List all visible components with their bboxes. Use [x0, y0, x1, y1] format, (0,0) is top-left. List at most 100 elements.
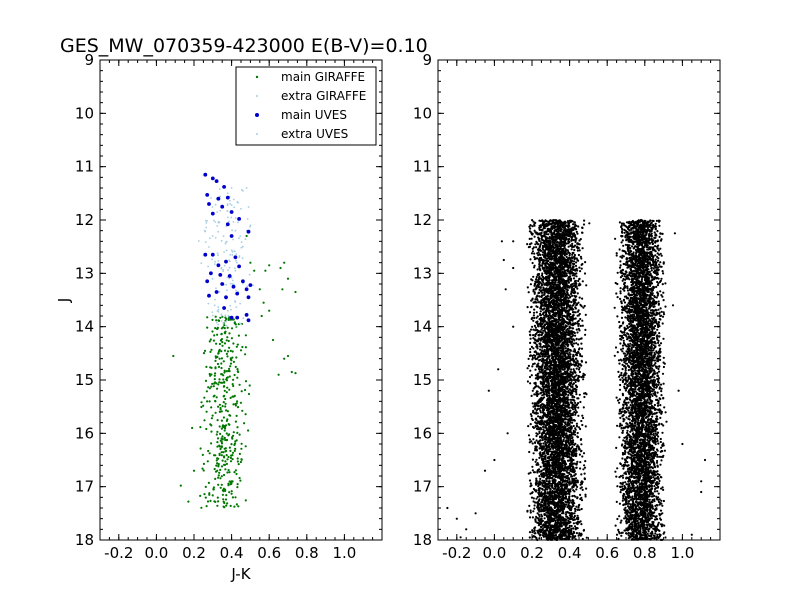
scatter-point-main-giraffe — [294, 290, 297, 294]
scatter-point-extra-giraffe — [211, 258, 214, 261]
scatter-point-main-giraffe — [260, 314, 263, 318]
scatter-point-main-giraffe — [238, 476, 241, 480]
scatter-point-main-giraffe — [235, 472, 238, 476]
scatter-point-series-0 — [531, 325, 534, 328]
scatter-point-series-0 — [571, 475, 574, 478]
scatter-point-main-uves — [246, 295, 251, 300]
scatter-point-series-0 — [657, 300, 660, 303]
scatter-point-main-giraffe — [244, 413, 247, 416]
scatter-point-main-giraffe — [215, 396, 218, 399]
scatter-point-series-0 — [654, 222, 657, 225]
scatter-point-main-giraffe — [235, 356, 238, 359]
scatter-point-series-0 — [660, 476, 663, 479]
scatter-point-series-0 — [531, 402, 534, 405]
scatter-point-main-giraffe — [221, 341, 224, 344]
scatter-point-main-giraffe — [219, 408, 222, 411]
scatter-point-extra-giraffe — [213, 219, 215, 222]
scatter-point-extra-giraffe — [222, 322, 225, 324]
scatter-point-series-0 — [581, 247, 584, 250]
scatter-point-main-giraffe — [204, 379, 208, 382]
scatter-point-series-0 — [621, 239, 624, 242]
scatter-point-series-0 — [570, 248, 573, 251]
scatter-point-main-giraffe — [268, 309, 271, 312]
scatter-point-main-giraffe — [286, 277, 290, 280]
scatter-point-extra-giraffe — [214, 260, 217, 263]
scatter-point-extra-giraffe — [216, 211, 219, 213]
scatter-point-main-giraffe — [223, 324, 226, 327]
scatter-point-extra-giraffe — [229, 203, 232, 205]
scatter-point-main-uves — [225, 222, 230, 227]
scatter-point-series-0 — [624, 515, 627, 518]
scatter-point-extra-giraffe — [227, 269, 230, 271]
scatter-point-main-giraffe — [211, 330, 214, 333]
legend-frame — [235, 66, 377, 146]
x-tick-label: 1.0 — [332, 544, 356, 562]
scatter-point-main-giraffe — [220, 350, 223, 353]
scatter-point-main-giraffe — [204, 496, 207, 499]
legend-marker-extra-uves — [256, 133, 258, 135]
scatter-point-series-0 — [535, 305, 538, 308]
scatter-point-main-giraffe — [214, 355, 217, 358]
scatter-point-series-0 — [529, 283, 533, 286]
scatter-point-series-0 — [624, 236, 627, 239]
scatter-point-series-0 — [656, 259, 660, 262]
scatter-point-main-uves — [241, 279, 245, 284]
scatter-point-main-uves — [207, 202, 211, 206]
scatter-point-series-0 — [528, 243, 532, 246]
scatter-point-main-giraffe — [217, 483, 220, 486]
scatter-point-series-0 — [538, 456, 541, 459]
scatter-point-extra-giraffe — [211, 311, 214, 314]
scatter-point-main-giraffe — [231, 451, 235, 454]
scatter-point-main-giraffe — [229, 362, 233, 365]
scatter-point-extra-giraffe — [211, 314, 214, 317]
scatter-point-extra-giraffe — [231, 229, 234, 232]
y-tick-label: 15 — [75, 371, 94, 389]
scatter-point-series-0 — [539, 465, 542, 468]
scatter-point-main-giraffe — [230, 327, 234, 330]
scatter-point-extra-giraffe — [237, 221, 240, 224]
scatter-point-main-uves — [205, 193, 210, 197]
scatter-point-main-giraffe — [225, 339, 228, 342]
scatter-point-main-giraffe — [247, 429, 250, 432]
scatter-point-main-giraffe — [236, 368, 239, 371]
scatter-point-series-0 — [574, 244, 577, 247]
scatter-point-extra-uves — [211, 235, 214, 237]
scatter-point-main-giraffe — [228, 332, 231, 335]
y-tick-label: 18 — [75, 531, 94, 549]
scatter-point-extra-giraffe — [226, 204, 229, 207]
scatter-point-main-giraffe — [294, 372, 297, 375]
scatter-point-main-giraffe — [212, 488, 215, 491]
scatter-point-main-uves — [237, 264, 242, 269]
scatter-point-main-giraffe — [224, 425, 227, 429]
scatter-point-series-0 — [625, 472, 628, 476]
scatter-point-series-0 — [626, 384, 629, 387]
scatter-point-main-giraffe — [225, 494, 228, 497]
scatter-point-main-uves — [248, 283, 253, 287]
scatter-point-main-giraffe — [218, 444, 221, 447]
left-ticks: -0.2 0.0 0.2 0.4 0.6 0.8 1.0910111213141516171… — [75, 51, 383, 562]
scatter-point-series-0 — [527, 357, 530, 360]
scatter-point-main-giraffe — [218, 425, 221, 428]
scatter-point-main-giraffe — [234, 469, 237, 472]
scatter-point-main-giraffe — [220, 339, 223, 342]
scatter-point-extra-giraffe — [235, 306, 238, 308]
scatter-point-extra-giraffe — [238, 322, 241, 325]
scatter-point-series-0 — [627, 531, 630, 535]
scatter-point-series-0 — [572, 260, 576, 263]
scatter-point-main-giraffe — [203, 349, 207, 352]
scatter-point-main-giraffe — [205, 410, 208, 413]
scatter-point-series-0 — [660, 310, 663, 313]
scatter-point-extra-giraffe — [227, 216, 229, 219]
legend-label-main-giraffe: main GIRAFFE — [281, 70, 365, 84]
scatter-point-series-0 — [546, 294, 549, 297]
scatter-point-main-giraffe — [281, 288, 284, 291]
scatter-point-main-giraffe — [210, 430, 213, 433]
scatter-point-series-0 — [629, 496, 632, 499]
scatter-point-series-0 — [660, 294, 663, 297]
scatter-point-series-0 — [533, 266, 536, 269]
scatter-point-main-giraffe — [211, 318, 214, 321]
scatter-point-main-giraffe — [224, 316, 227, 319]
scatter-point-main-giraffe — [210, 366, 213, 369]
scatter-point-main-giraffe — [222, 395, 225, 398]
scatter-point-main-giraffe — [235, 503, 238, 506]
